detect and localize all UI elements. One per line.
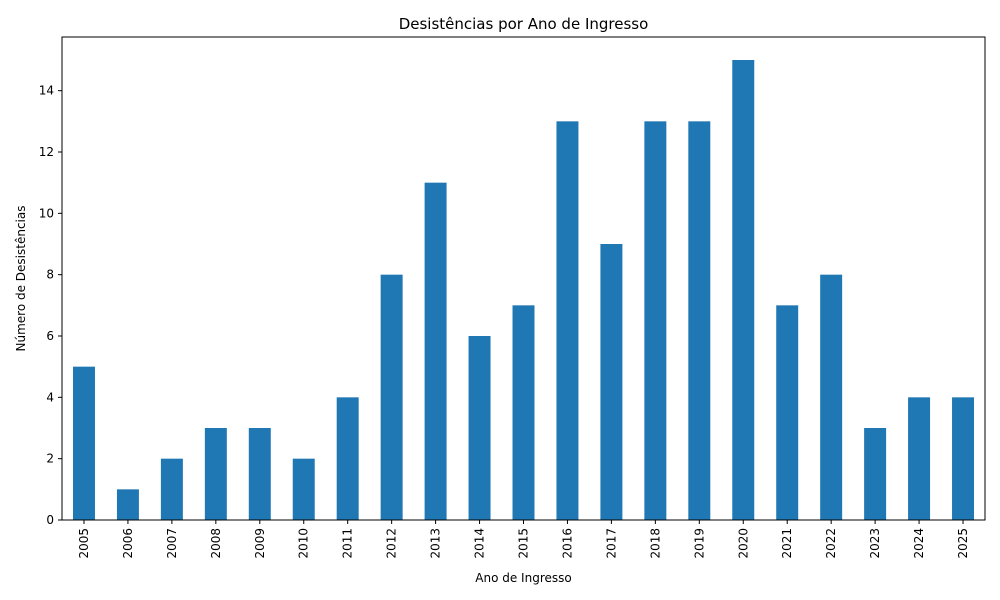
bar-2025 [952,397,975,520]
bar-2006 [116,489,139,520]
x-axis-label: Ano de Ingresso [475,571,571,585]
x-tick-label: 2025 [956,528,970,559]
x-tick-label: 2009 [253,528,267,559]
x-tick-label: 2016 [560,528,574,559]
bar-2009 [248,428,271,520]
x-tick-label: 2019 [692,528,706,559]
bar-2011 [336,397,359,520]
x-tick-label: 2011 [341,528,355,559]
plot-frame [61,36,986,521]
bars-group [72,60,975,520]
bar-2015 [512,305,535,520]
chart-title: Desistências por Ano de Ingresso [399,15,649,33]
x-tick-label: 2014 [473,528,487,559]
y-axis: 0 2 4 6 8 10 12 14 [39,84,62,527]
y-tick-label: 12 [39,145,54,159]
x-tick-label: 2008 [209,528,223,559]
y-tick-label: 8 [46,268,54,282]
y-tick-label: 4 [46,390,54,404]
x-tick-label: 2018 [648,528,662,559]
x-tick-label: 2017 [604,528,618,559]
bar-2010 [292,458,315,520]
y-tick-label: 14 [39,84,54,98]
x-tick-label: 2015 [517,528,531,559]
bar-2024 [908,397,931,520]
bar-2013 [424,182,447,520]
y-tick-label: 0 [46,513,54,527]
bar-2016 [556,121,579,520]
x-tick-label: 2020 [736,528,750,559]
x-axis: 2005 2006 2007 2008 2009 2010 2011 2012 2013 2014… [77,520,970,559]
x-tick-label: 2022 [824,528,838,559]
y-axis-label: Número de Desistências [14,206,28,352]
y-tick-label: 6 [46,329,54,343]
bar-2023 [864,428,887,520]
bar-2020 [732,60,755,520]
bar-2018 [644,121,667,520]
x-tick-label: 2021 [780,528,794,559]
x-tick-label: 2006 [121,528,135,559]
y-tick-label: 10 [39,206,54,220]
x-tick-label: 2005 [77,528,91,559]
x-tick-label: 2013 [429,528,443,559]
x-tick-label: 2024 [912,528,926,559]
bar-2012 [380,274,403,520]
bar-2017 [600,244,623,520]
x-tick-label: 2023 [868,528,882,559]
bar-2008 [204,428,227,520]
bar-2022 [820,274,843,520]
y-tick-label: 2 [46,452,54,466]
x-tick-label: 2007 [165,528,179,559]
bar-2014 [468,336,491,520]
x-tick-label: 2012 [385,528,399,559]
bar-2019 [688,121,711,520]
bar-2005 [72,366,95,520]
bar-2007 [160,458,183,520]
x-tick-label: 2010 [297,528,311,559]
bar-2021 [776,305,799,520]
